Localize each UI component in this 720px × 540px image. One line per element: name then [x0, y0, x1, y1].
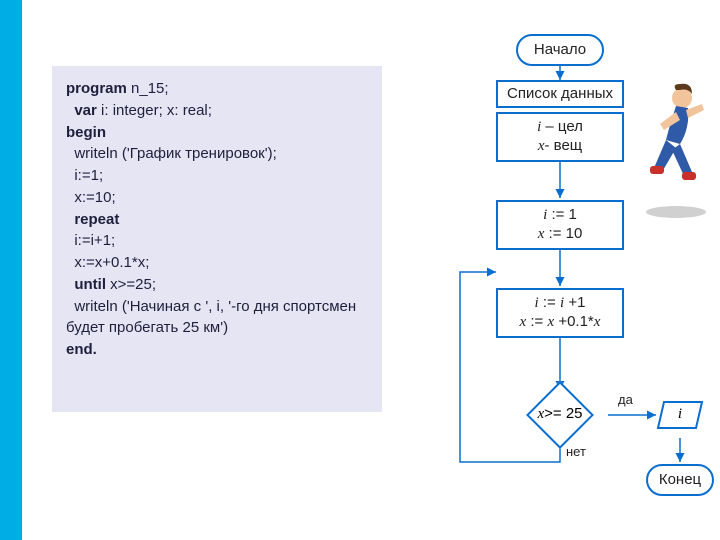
kw-until: until — [74, 276, 106, 293]
node-start: Начало — [516, 34, 604, 66]
node-step: i := i +1 x := x +0.1*x — [496, 288, 624, 338]
code-listing: program n_15; var i: integer; x: real; b… — [52, 66, 382, 412]
kw-program: program — [66, 80, 127, 97]
kw-end: end. — [66, 341, 97, 358]
node-declarations: i i – цел– цел x- вещ — [496, 112, 624, 162]
cond-text: x>= 25 — [512, 405, 608, 423]
label-no: нет — [566, 444, 586, 459]
node-output: i — [656, 400, 704, 430]
node-end: Конец — [646, 464, 714, 496]
node-data-title: Список данных — [496, 80, 624, 108]
kw-var: var — [74, 102, 97, 119]
runner-image — [636, 80, 716, 220]
kw-begin: begin — [66, 124, 106, 141]
node-init: i := 1 x := 10 — [496, 200, 624, 250]
kw-repeat: repeat — [74, 211, 119, 228]
label-yes: да — [618, 392, 633, 407]
accent-bar — [0, 0, 22, 540]
